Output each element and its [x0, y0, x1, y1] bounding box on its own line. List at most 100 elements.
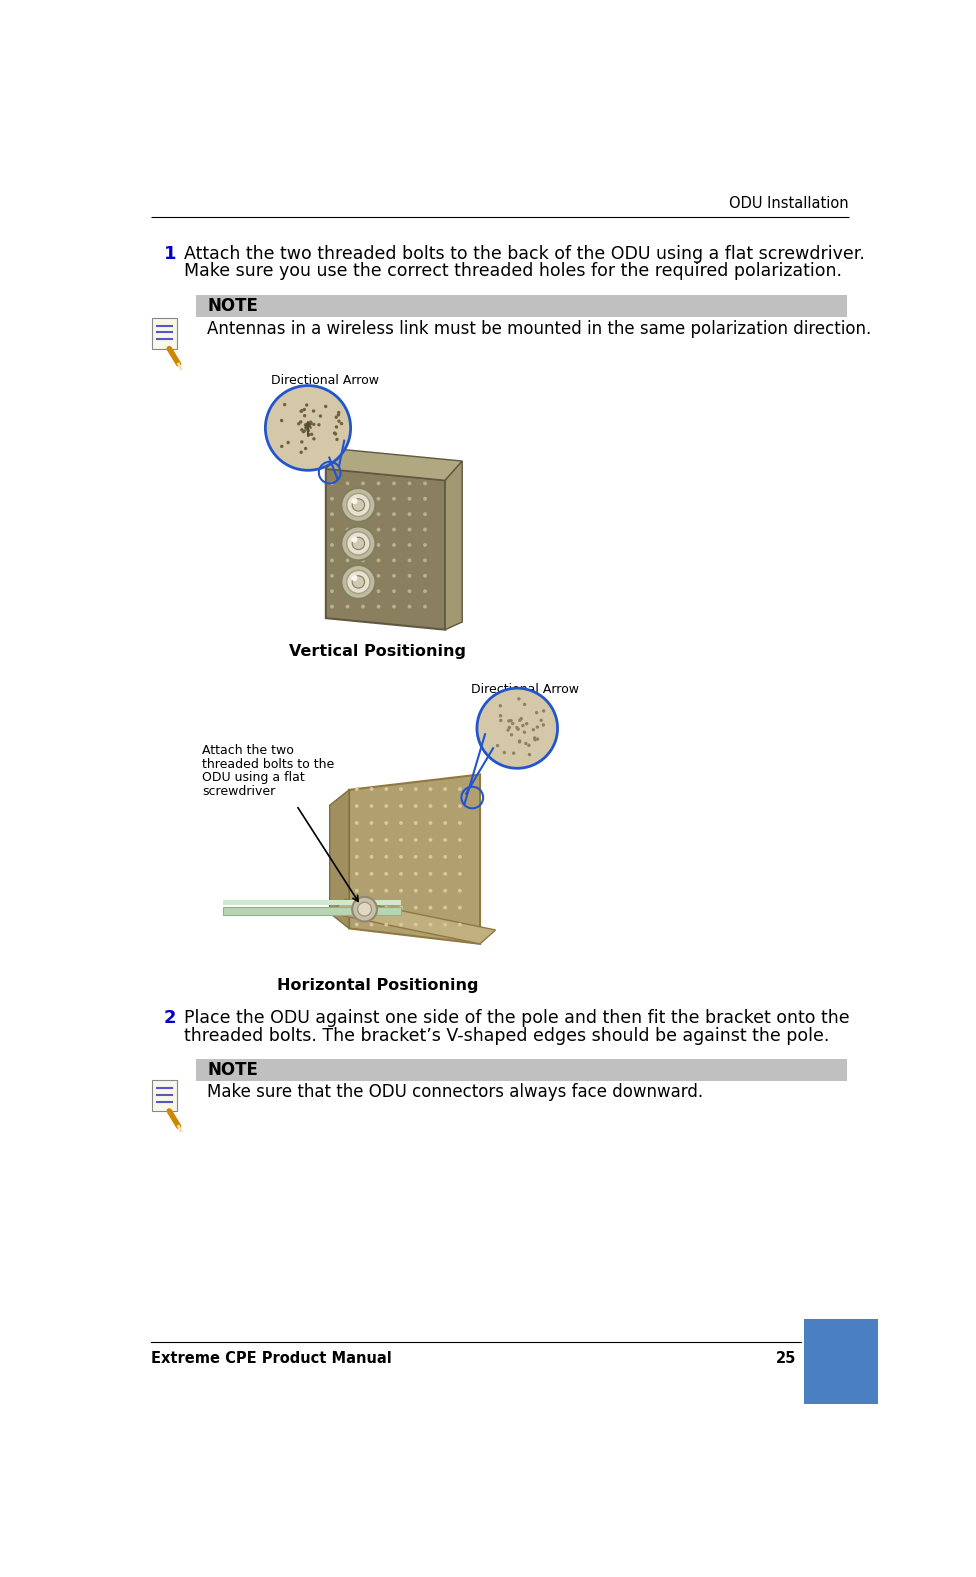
Circle shape: [458, 855, 462, 859]
Circle shape: [408, 528, 412, 531]
Circle shape: [428, 889, 432, 893]
Text: 2: 2: [164, 1009, 177, 1027]
Circle shape: [408, 574, 412, 577]
Circle shape: [377, 558, 381, 563]
Circle shape: [392, 558, 396, 563]
Circle shape: [443, 872, 447, 875]
Polygon shape: [326, 449, 463, 481]
Circle shape: [525, 722, 528, 725]
Circle shape: [304, 423, 307, 426]
Circle shape: [408, 497, 412, 501]
Text: ODU using a flat: ODU using a flat: [202, 771, 305, 784]
Circle shape: [503, 751, 507, 754]
Circle shape: [303, 408, 306, 412]
Text: Vertical Positioning: Vertical Positioning: [289, 643, 467, 659]
Circle shape: [392, 574, 396, 577]
Circle shape: [352, 498, 365, 511]
Circle shape: [423, 497, 427, 501]
Circle shape: [361, 528, 365, 531]
Circle shape: [508, 725, 511, 729]
Circle shape: [303, 415, 306, 418]
Bar: [152, 319, 177, 349]
Circle shape: [302, 431, 305, 434]
Text: threaded bolts. The bracket’s V-shaped edges should be against the pole.: threaded bolts. The bracket’s V-shaped e…: [184, 1027, 830, 1046]
Circle shape: [361, 497, 365, 501]
Circle shape: [408, 513, 412, 516]
Bar: [195, 1060, 846, 1080]
Circle shape: [346, 528, 349, 531]
Circle shape: [330, 481, 334, 486]
Circle shape: [346, 494, 370, 517]
Circle shape: [542, 710, 546, 713]
Circle shape: [385, 905, 388, 910]
Circle shape: [443, 822, 447, 825]
Polygon shape: [349, 774, 480, 945]
Circle shape: [408, 542, 412, 547]
Circle shape: [286, 442, 290, 445]
Circle shape: [377, 590, 381, 593]
Circle shape: [337, 410, 341, 415]
Circle shape: [443, 804, 447, 807]
Circle shape: [370, 837, 374, 842]
Circle shape: [423, 574, 427, 577]
Circle shape: [361, 542, 365, 547]
Polygon shape: [445, 460, 463, 629]
Circle shape: [414, 923, 418, 927]
Circle shape: [443, 889, 447, 893]
Circle shape: [370, 822, 374, 825]
Circle shape: [499, 719, 503, 722]
Circle shape: [342, 527, 376, 560]
Circle shape: [355, 889, 359, 893]
Circle shape: [385, 889, 388, 893]
Circle shape: [428, 872, 432, 875]
Circle shape: [477, 688, 557, 768]
Circle shape: [523, 730, 526, 733]
Circle shape: [377, 528, 381, 531]
Circle shape: [370, 923, 374, 927]
Circle shape: [523, 703, 526, 706]
Circle shape: [499, 703, 502, 708]
Circle shape: [385, 923, 388, 927]
Circle shape: [304, 446, 307, 451]
Circle shape: [533, 736, 537, 740]
Circle shape: [336, 438, 339, 442]
Circle shape: [309, 421, 312, 426]
Circle shape: [361, 558, 365, 563]
Circle shape: [299, 419, 303, 424]
Circle shape: [428, 855, 432, 859]
Circle shape: [346, 590, 349, 593]
Circle shape: [423, 558, 427, 563]
Circle shape: [346, 513, 349, 516]
Circle shape: [499, 714, 503, 718]
Circle shape: [443, 787, 447, 792]
Circle shape: [408, 481, 412, 486]
Circle shape: [312, 410, 315, 413]
Text: 25: 25: [776, 1350, 796, 1366]
Circle shape: [377, 604, 381, 609]
Circle shape: [428, 787, 432, 792]
Circle shape: [414, 837, 418, 842]
Text: screwdriver: screwdriver: [202, 785, 275, 798]
Circle shape: [516, 727, 520, 732]
Circle shape: [399, 905, 403, 910]
Circle shape: [458, 923, 462, 927]
Circle shape: [443, 837, 447, 842]
Polygon shape: [330, 899, 496, 945]
Circle shape: [310, 432, 313, 435]
Circle shape: [305, 427, 308, 431]
Circle shape: [527, 743, 531, 747]
Circle shape: [392, 604, 396, 609]
Circle shape: [511, 722, 514, 725]
Circle shape: [370, 855, 374, 859]
Circle shape: [399, 822, 403, 825]
Circle shape: [330, 497, 334, 501]
Circle shape: [377, 497, 381, 501]
Circle shape: [309, 421, 312, 424]
Polygon shape: [326, 468, 445, 629]
Circle shape: [312, 437, 315, 440]
Circle shape: [458, 804, 462, 807]
Circle shape: [370, 889, 374, 893]
Circle shape: [361, 513, 365, 516]
Circle shape: [351, 576, 357, 582]
Text: Horizontal Positioning: Horizontal Positioning: [277, 978, 478, 994]
